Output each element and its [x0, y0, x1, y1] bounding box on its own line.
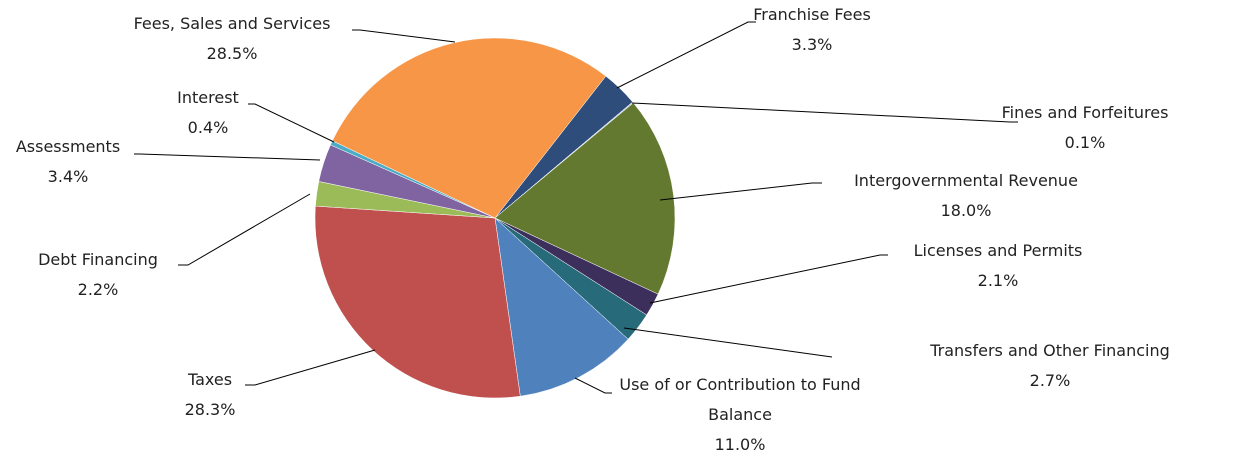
data-label: Franchise Fees 3.3% — [753, 0, 871, 60]
leader-line — [649, 254, 888, 304]
category-label: Franchise Fees — [753, 5, 871, 24]
data-label: Fees, Sales and Services 28.5% — [134, 9, 331, 69]
pie-slice — [332, 37, 607, 219]
leader-line — [631, 102, 1018, 123]
value-label: 3.3% — [791, 35, 833, 54]
category-label: Assessments — [15, 137, 121, 156]
data-label: Interest 0.4% — [177, 83, 239, 143]
value-label: 0.4% — [187, 118, 229, 137]
category-label: Interest — [177, 88, 239, 107]
category-label: Licenses and Permits — [913, 241, 1083, 260]
data-label: Debt Financing 2.2% — [38, 245, 158, 305]
leader-line — [248, 103, 335, 143]
value-label: 2.2% — [77, 280, 119, 299]
category-label: Debt Financing — [38, 250, 158, 269]
data-label: Intergovernmental Revenue 18.0% — [854, 166, 1078, 226]
data-label: Transfers and Other Financing 2.7% — [930, 336, 1170, 396]
leader-line — [178, 193, 311, 266]
category-label: Fees, Sales and Services — [133, 14, 331, 33]
value-label: 2.1% — [977, 271, 1019, 290]
category-label: Taxes — [187, 370, 233, 389]
value-label: 18.0% — [940, 201, 992, 220]
value-label: 28.3% — [184, 400, 236, 419]
leader-line — [623, 327, 833, 358]
leader-line — [352, 29, 456, 43]
leader-line — [574, 377, 612, 394]
pie-slice — [494, 102, 676, 295]
value-label: 2.7% — [1029, 371, 1071, 390]
category-label: Fines and Forfeitures — [1001, 103, 1169, 122]
pie-slice — [494, 217, 629, 397]
value-label: 0.1% — [1064, 133, 1106, 152]
leader-line — [659, 182, 822, 201]
leader-line — [616, 21, 756, 89]
leader-line — [245, 349, 376, 386]
value-label: 11.0% — [714, 435, 766, 454]
data-label: Fines and Forfeitures 0.1% — [1002, 98, 1169, 158]
data-label: Licenses and Permits 2.1% — [914, 236, 1083, 296]
category-label: Use of or Contribution to Fund Balance — [619, 375, 861, 424]
category-label: Intergovernmental Revenue — [854, 171, 1078, 190]
data-label: Taxes 28.3% — [185, 365, 236, 425]
category-label: Transfers and Other Financing — [930, 341, 1170, 360]
value-label: 3.4% — [47, 167, 89, 186]
leader-line — [134, 153, 321, 161]
value-label: 28.5% — [206, 44, 258, 63]
data-label: Assessments 3.4% — [16, 132, 120, 192]
data-label: Use of or Contribution to Fund Balance 11… — [610, 370, 870, 459]
pie-slice — [314, 205, 521, 399]
